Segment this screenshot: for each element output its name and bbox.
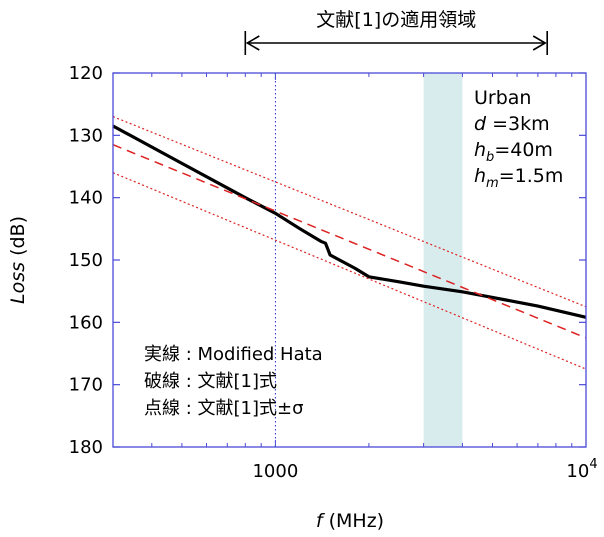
y-tick-label: 120 (69, 63, 103, 84)
condition-line: hm=1.5m (474, 165, 563, 191)
y-tick-label: 160 (69, 312, 103, 333)
applicable-range-indicator: 文献[1]の適用領域 (244, 9, 548, 55)
y-tick-label: 180 (69, 437, 103, 458)
line-style-note: 実線 : Modified Hata (144, 344, 323, 365)
line-style-note: 点線 : 文献[1]式±σ (144, 398, 304, 419)
shaded-frequency-band (423, 73, 463, 447)
x-axis-label: f (MHz) (316, 510, 384, 532)
series-solid-line-0 (112, 124, 587, 319)
y-tick-label: 140 (69, 188, 103, 209)
y-axis-label: Loss (dB) (7, 216, 29, 304)
condition-line: d =3km (474, 113, 550, 135)
y-tick-label: 150 (69, 250, 103, 271)
series-dotted-line-2 (112, 116, 587, 308)
arrow-head-left (245, 35, 260, 51)
line-style-note: 破線 : 文献[1]式 (144, 371, 277, 392)
condition-line: Urban (474, 87, 531, 109)
y-tick-label: 130 (69, 125, 103, 146)
y-tick-label: 170 (69, 375, 103, 396)
arrow-head-right (532, 35, 547, 51)
series-dotted-line-3 (112, 172, 587, 370)
condition-line: hb=40m (474, 139, 553, 165)
range-arrow-label: 文献[1]の適用領域 (316, 9, 476, 31)
series-group (112, 116, 587, 370)
series-dashed-line-1 (112, 144, 587, 339)
x-tick-label: 1000 (252, 461, 298, 482)
axis-ticks: 120 130 140 150 160 170 180 1000 104 (69, 63, 598, 482)
x-tick-label-power: 104 (566, 457, 597, 482)
line-style-notes: 実線 : Modified Hata 破線 : 文献[1]式点線 : 文献[1]式… (144, 344, 323, 419)
